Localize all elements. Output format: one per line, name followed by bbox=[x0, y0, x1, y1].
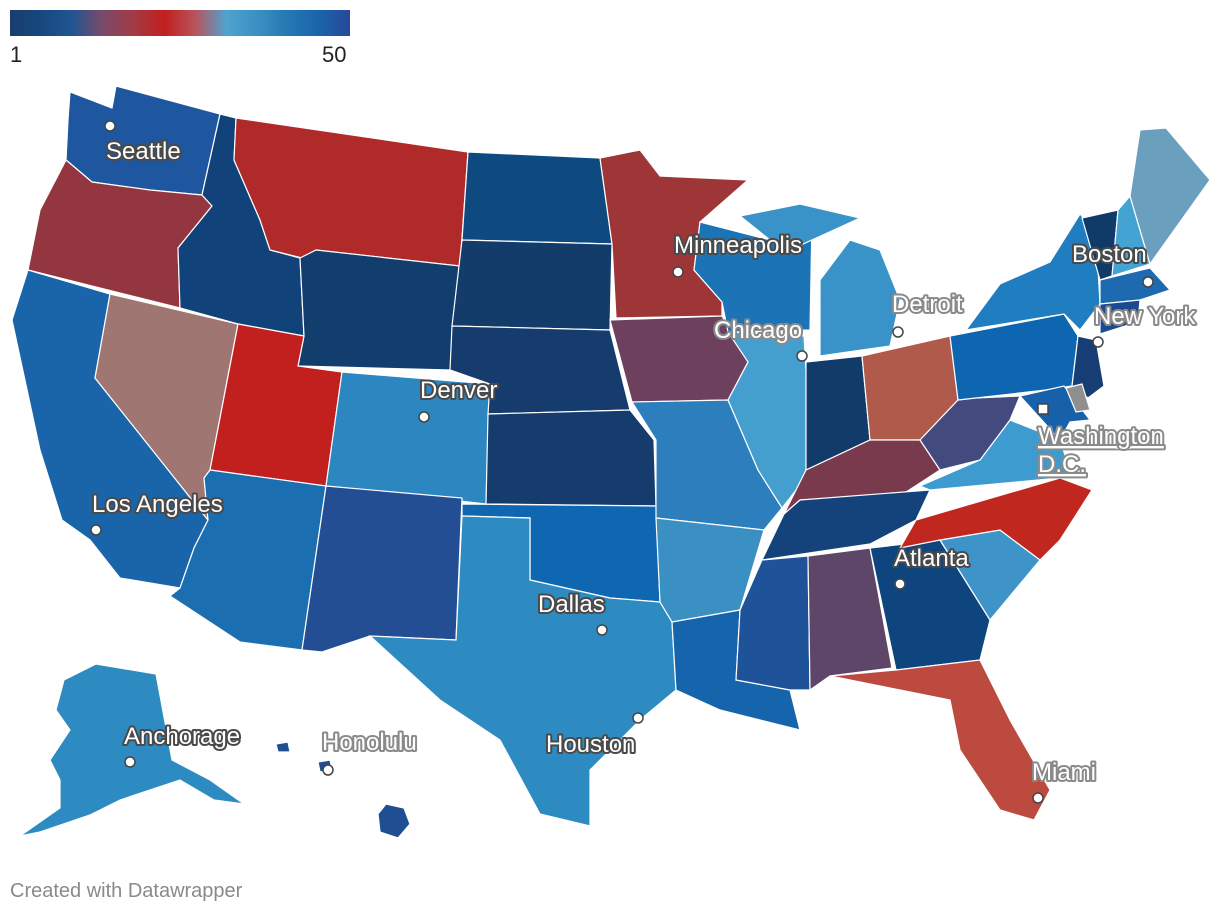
state-alabama[interactable] bbox=[807, 547, 893, 692]
marker-dallas[interactable] bbox=[596, 624, 608, 636]
state-north-dakota[interactable] bbox=[461, 151, 613, 245]
marker-seattle[interactable] bbox=[104, 120, 116, 132]
marker-honolulu[interactable] bbox=[322, 764, 334, 776]
legend-max-label: 50 bbox=[322, 42, 347, 67]
state-north-carolina[interactable] bbox=[898, 477, 1093, 561]
label-houston: Houston bbox=[546, 731, 635, 758]
marker-minneapolis[interactable] bbox=[672, 266, 684, 278]
marker-atlanta[interactable] bbox=[894, 578, 906, 590]
state-connecticut[interactable] bbox=[1099, 299, 1141, 335]
label-new-york: New York bbox=[1094, 303, 1196, 330]
marker-houston[interactable] bbox=[632, 712, 644, 724]
label-denver: Denver bbox=[420, 377, 497, 404]
city-labels: Seattle Minneapolis Boston Detroit Chica… bbox=[90, 136, 1198, 788]
legend-min-label: 1 bbox=[10, 42, 23, 67]
state-kansas[interactable] bbox=[485, 409, 657, 507]
label-dallas: Dallas bbox=[538, 591, 605, 618]
state-new-york[interactable] bbox=[964, 213, 1101, 331]
label-boston: Boston bbox=[1072, 241, 1147, 268]
marker-miami[interactable] bbox=[1032, 792, 1044, 804]
label-seattle: Seattle bbox=[106, 138, 181, 165]
state-wyoming[interactable] bbox=[297, 249, 461, 371]
marker-detroit[interactable] bbox=[892, 326, 904, 338]
marker-boston[interactable] bbox=[1142, 276, 1154, 288]
label-anchorage: Anchorage bbox=[124, 723, 240, 750]
state-michigan-upper[interactable] bbox=[738, 203, 862, 251]
marker-washington-dc[interactable] bbox=[1037, 403, 1049, 415]
state-texas[interactable] bbox=[368, 515, 677, 827]
marker-chicago[interactable] bbox=[796, 350, 808, 362]
state-montana[interactable] bbox=[233, 117, 469, 267]
label-minneapolis: Minneapolis bbox=[674, 232, 802, 259]
label-washington-dc-line1: Washington bbox=[1038, 423, 1164, 450]
state-hawaii[interactable] bbox=[275, 741, 411, 839]
marker-denver[interactable] bbox=[418, 411, 430, 423]
label-miami: Miami bbox=[1032, 759, 1096, 786]
marker-los-angeles[interactable] bbox=[90, 524, 102, 536]
state-maine[interactable] bbox=[1129, 127, 1211, 266]
label-washington-dc-line2: D.C. bbox=[1038, 451, 1086, 478]
label-chicago: Chicago bbox=[714, 317, 802, 344]
marker-new-york[interactable] bbox=[1092, 336, 1104, 348]
marker-anchorage[interactable] bbox=[124, 756, 136, 768]
label-los-angeles: Los Angeles bbox=[92, 491, 223, 518]
state-michigan[interactable] bbox=[819, 239, 901, 357]
state-dc-area[interactable] bbox=[1065, 383, 1091, 413]
footer-credit: Created with Datawrapper bbox=[10, 880, 243, 902]
city-markers bbox=[90, 120, 1154, 804]
label-honolulu: Honolulu bbox=[322, 729, 417, 756]
state-alaska[interactable] bbox=[19, 663, 245, 837]
label-detroit: Detroit bbox=[892, 291, 963, 318]
legend-color-scale bbox=[10, 10, 350, 36]
state-new-mexico[interactable] bbox=[301, 485, 463, 653]
state-massachusetts[interactable] bbox=[1099, 267, 1172, 305]
state-south-dakota[interactable] bbox=[451, 239, 613, 331]
state-florida[interactable] bbox=[829, 659, 1051, 821]
label-atlanta: Atlanta bbox=[894, 545, 969, 572]
